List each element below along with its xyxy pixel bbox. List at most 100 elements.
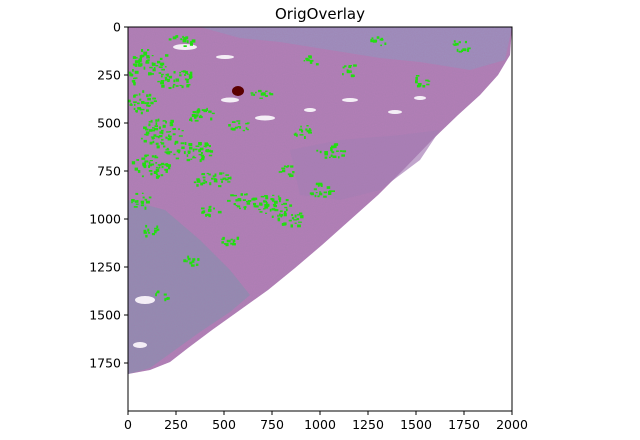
overlay-pixel	[323, 196, 327, 198]
overlay-pixel	[135, 193, 138, 195]
overlay-pixel	[342, 73, 344, 75]
overlay-pixel	[137, 159, 139, 161]
overlay-pixel	[223, 173, 225, 174]
overlay-pixel	[278, 196, 280, 198]
overlay-pixel	[293, 219, 297, 220]
overlay-pixel	[201, 208, 205, 210]
y-tick-label: 1500	[89, 308, 121, 323]
overlay-pixel	[189, 78, 192, 79]
overlay-pixel	[415, 80, 418, 83]
overlay-pixel	[459, 41, 461, 43]
overlay-pixel	[192, 261, 195, 263]
overlay-pixel	[426, 84, 429, 86]
overlay-pixel	[453, 44, 455, 45]
overlay-pixel	[146, 55, 149, 57]
overlay-pixel	[172, 128, 176, 130]
overlay-pixel	[215, 174, 217, 177]
overlay-pixel	[165, 137, 167, 139]
x-tick-label: 250	[164, 417, 188, 432]
overlay-pixel	[169, 76, 172, 79]
overlay-pixel	[153, 141, 155, 143]
overlay-pixel	[324, 192, 327, 194]
overlay-pixel	[200, 148, 204, 151]
overlay-pixel	[136, 204, 139, 205]
overlay-pixel	[305, 58, 308, 60]
marker-spot	[232, 86, 244, 96]
overlay-pixel	[295, 133, 297, 134]
overlay-pixel	[373, 40, 377, 43]
overlay-pixel	[317, 195, 319, 197]
overlay-pixel	[167, 81, 170, 82]
overlay-pixel	[149, 94, 151, 97]
overlay-pixel	[164, 164, 166, 166]
overlay-pixel	[163, 120, 166, 122]
y-tick-label: 1750	[89, 356, 121, 371]
overlay-pixel	[319, 191, 321, 192]
overlay-pixel	[425, 80, 429, 82]
overlay-pixel	[465, 41, 467, 43]
overlay-pixel	[149, 197, 152, 199]
overlay-pixel	[253, 203, 256, 205]
overlay-pixel	[184, 45, 187, 47]
overlay-pixel	[195, 120, 199, 122]
overlay-pixel	[146, 109, 149, 111]
overlay-pixel	[202, 109, 204, 111]
overlay-pixel	[196, 264, 199, 266]
overlay-pixel	[137, 103, 140, 105]
x-tick-label: 1500	[400, 417, 432, 432]
overlay-pixel	[418, 83, 422, 85]
overlay-pixel	[310, 192, 312, 194]
overlay-pixel	[287, 165, 289, 167]
overlay-pixel	[173, 86, 175, 89]
overlay-pixel	[255, 198, 257, 200]
overlay-pixel	[161, 139, 163, 141]
overlay-pixel	[184, 74, 186, 76]
overlay-pixel	[230, 177, 232, 180]
overlay-pixel	[152, 127, 155, 129]
overlay-pixel	[135, 60, 139, 63]
overlay-pixel	[270, 209, 272, 212]
overlay-pixel	[169, 87, 172, 89]
overlay-pixel	[334, 144, 337, 146]
overlay-pixel	[156, 65, 159, 66]
overlay-pixel	[319, 193, 322, 196]
overlay-pixel	[457, 49, 459, 52]
overlay-pixel	[179, 74, 181, 76]
overlay-pixel	[140, 108, 142, 110]
overlay-pixel	[333, 156, 337, 159]
overlay-pixel	[230, 243, 232, 245]
overlay-pixel	[168, 136, 172, 138]
overlay-pixel	[202, 173, 205, 175]
overlay-pixel	[156, 122, 158, 125]
overlay-pixel	[151, 164, 154, 166]
overlay-pixel	[182, 130, 184, 131]
overlay-pixel	[261, 196, 264, 198]
overlay-pixel	[351, 74, 354, 77]
overlay-pixel	[134, 83, 136, 86]
overlay-pixel	[231, 239, 233, 241]
overlay-pixel	[161, 85, 164, 88]
overlay-pixel	[185, 71, 188, 74]
overlay-pixel	[290, 165, 293, 167]
overlay-pixel	[329, 157, 331, 158]
overlay-pixel	[309, 128, 311, 130]
overlay-pixel	[282, 223, 285, 226]
x-tick-label: 1750	[448, 417, 480, 432]
overlay-pixel	[165, 77, 167, 79]
overlay-pixel	[222, 237, 225, 240]
overlay-pixel	[331, 190, 335, 192]
overlay-pixel	[168, 167, 170, 170]
overlay-pixel	[201, 152, 203, 154]
overlay-pixel	[284, 166, 286, 168]
overlay-pixel	[176, 85, 179, 87]
overlay-pixel	[165, 79, 168, 81]
y-tick-label: 500	[97, 116, 121, 131]
overlay-pixel	[174, 142, 176, 145]
overlay-pixel	[205, 181, 207, 183]
overlay-pixel	[190, 117, 192, 120]
overlay-pixel	[260, 211, 263, 213]
overlay-pixel	[161, 75, 163, 77]
overlay-pixel	[251, 94, 255, 95]
overlay-pixel	[158, 164, 161, 166]
overlay-pixel	[167, 74, 169, 77]
